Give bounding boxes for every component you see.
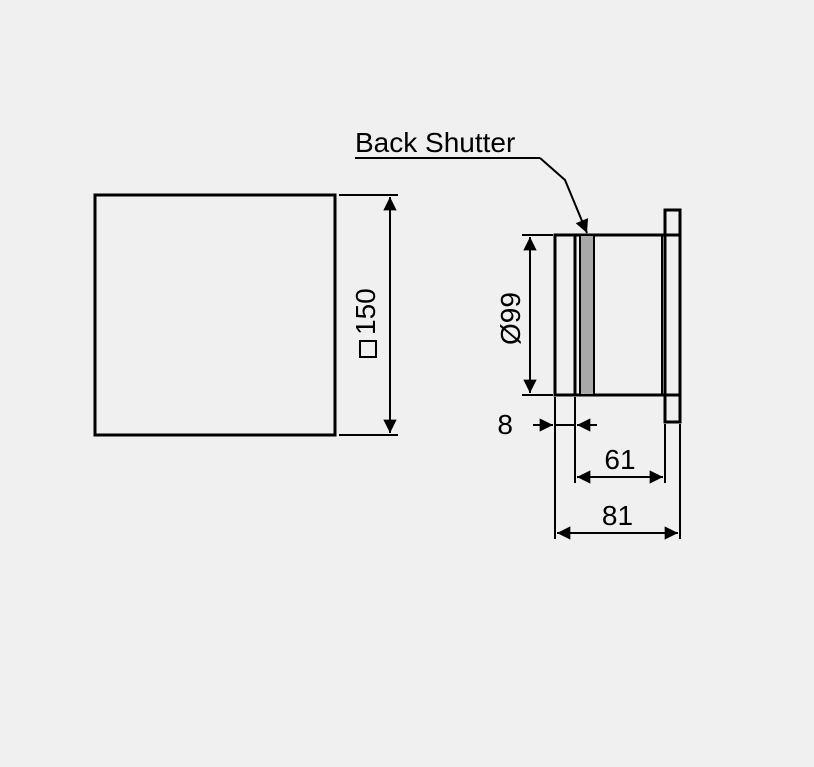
dim-81-label: 81 xyxy=(602,500,633,531)
dimension-150: 150 xyxy=(339,195,398,435)
dimension-61: 61 xyxy=(575,397,665,483)
back-shutter-label: Back Shutter xyxy=(355,127,515,158)
technical-drawing: 150 Ø99 8 61 81 Back Shutter xyxy=(0,0,814,767)
dim-150-label: 150 xyxy=(350,288,381,335)
dimension-8: 8 xyxy=(497,397,597,440)
dim-61-label: 61 xyxy=(604,444,635,475)
front-view xyxy=(95,195,335,435)
dim-99-label: Ø99 xyxy=(495,292,526,345)
dim-8-label: 8 xyxy=(497,409,513,440)
side-view xyxy=(555,210,680,422)
dimension-diameter-99: Ø99 xyxy=(495,235,553,395)
